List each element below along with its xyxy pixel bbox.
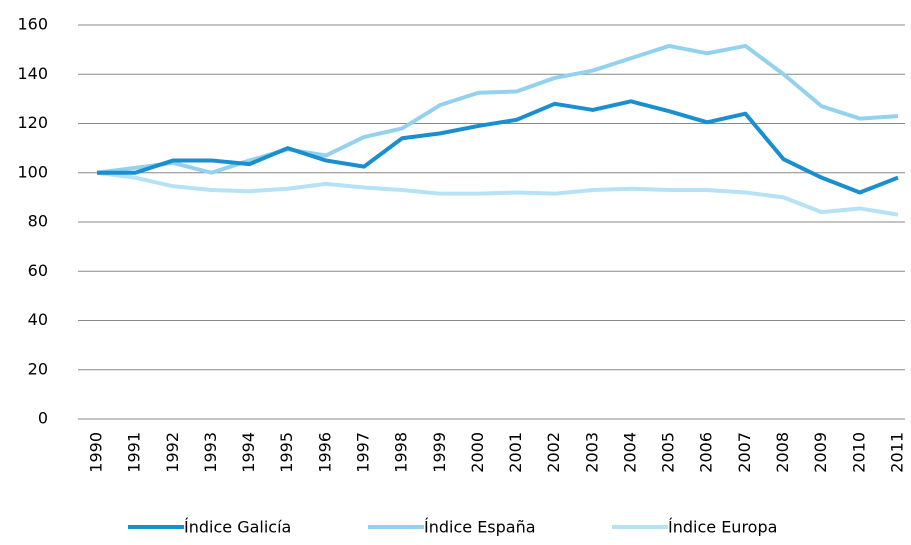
- x-tick-label: 2008: [773, 432, 792, 473]
- x-tick-label: 1995: [277, 432, 296, 473]
- y-tick-label: 160: [17, 15, 48, 34]
- legend-item: Índice Europa: [612, 518, 777, 537]
- series-line: [96, 43, 899, 175]
- y-tick-label: 20: [28, 359, 48, 378]
- legend-label: Índice Galicía: [184, 518, 291, 537]
- x-tick-label: 2002: [544, 432, 563, 473]
- x-tick-label: 1992: [163, 432, 182, 473]
- x-tick-label: 1990: [87, 432, 106, 473]
- x-tick-label: 2006: [697, 432, 716, 473]
- x-tick-label: 2009: [811, 432, 830, 473]
- x-tick-label: 1994: [239, 432, 258, 473]
- x-tick-label: 1999: [430, 432, 449, 473]
- series-line: [97, 99, 899, 195]
- x-tick-label: 2000: [468, 432, 487, 473]
- legend-label: Índice España: [424, 518, 536, 537]
- y-tick-label: 100: [17, 162, 48, 181]
- y-tick-label: 60: [28, 261, 48, 280]
- x-tick-label: 2007: [735, 432, 754, 473]
- x-tick-label: 2005: [659, 432, 678, 473]
- x-tick-label: 1991: [125, 432, 144, 473]
- y-tick-label: 40: [28, 310, 48, 329]
- y-tick-label: 0: [38, 409, 48, 428]
- x-tick-label: 1993: [201, 432, 220, 473]
- y-tick-label: 120: [17, 113, 48, 132]
- x-tick-label: 1998: [392, 432, 411, 473]
- x-tick-label: 1996: [315, 432, 334, 473]
- legend-item: Índice España: [368, 518, 536, 537]
- x-tick-label: 1997: [353, 432, 372, 473]
- y-tick-label: 80: [28, 212, 48, 231]
- x-tick-label: 2001: [506, 432, 525, 473]
- y-tick-label: 140: [17, 64, 48, 83]
- x-tick-label: 2003: [582, 432, 601, 473]
- x-tick-label: 2011: [887, 432, 906, 473]
- x-tick-label: 2010: [849, 432, 868, 473]
- series-line: [96, 170, 899, 217]
- x-tick-label: 2004: [620, 432, 639, 473]
- legend-item: Índice Galicía: [128, 518, 291, 537]
- legend-label: Índice Europa: [668, 518, 777, 537]
